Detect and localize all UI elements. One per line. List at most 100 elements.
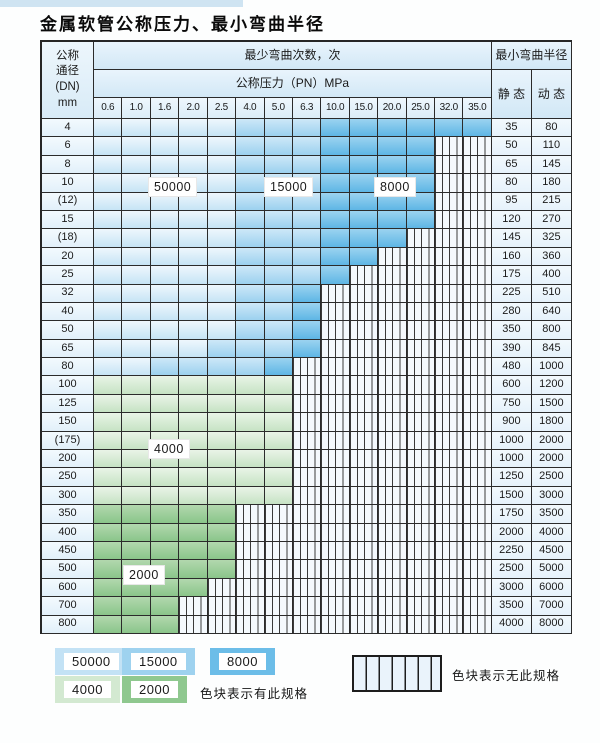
pressure-tick: 10.0 [321, 98, 350, 119]
spec-cell [179, 541, 208, 561]
dn-cell: 50 [42, 321, 94, 340]
spec-cell [122, 376, 151, 395]
dynamic-value: 7000 [531, 597, 572, 616]
spec-cell [378, 266, 407, 285]
spec-cell [406, 376, 436, 395]
spec-cell [292, 192, 322, 211]
spec-cell [236, 450, 265, 469]
spec-cell [207, 210, 237, 230]
spec-cell [406, 339, 436, 359]
spec-cell [179, 247, 208, 267]
spec-cell [349, 505, 379, 524]
spec-cell [207, 266, 237, 285]
dynamic-value: 180 [531, 174, 572, 193]
spec-cell [321, 523, 350, 542]
spec-cell [463, 505, 492, 524]
spec-cell [94, 541, 123, 561]
spec-cell [292, 376, 322, 395]
spec-cell [150, 468, 180, 487]
spec-cell [321, 560, 350, 579]
spec-cell [406, 229, 436, 248]
spec-cell [94, 192, 123, 211]
dn-cell: (12) [42, 192, 94, 211]
dn-cell: 65 [42, 339, 94, 359]
spec-cell [122, 597, 151, 616]
dn-header-line: 公称 [56, 49, 79, 62]
spec-table-grid: 公称 通径 (DN) mm 最少弯曲次数，次 最小弯曲半径 公称压力（PN）MPa 静 态动 … [40, 40, 572, 634]
spec-cell [378, 229, 407, 248]
spec-cell [94, 486, 123, 506]
dynamic-value: 1200 [531, 376, 572, 395]
spec-cell [292, 155, 322, 175]
static-header: 静 态 [491, 70, 532, 119]
spec-cell [264, 523, 293, 542]
static-value: 1250 [491, 468, 532, 487]
static-value: 95 [491, 192, 532, 211]
spec-cell [150, 284, 180, 303]
spec-cell [179, 302, 208, 322]
spec-cell [292, 450, 322, 469]
pressure-tick: 0.6 [94, 98, 123, 119]
spec-cell [406, 413, 436, 432]
spec-cell [463, 266, 492, 285]
spec-cell [179, 284, 208, 303]
spec-cell [292, 505, 322, 524]
spec-cell [207, 247, 237, 267]
spec-cell [207, 174, 237, 193]
spec-cell [207, 119, 237, 138]
spec-cell [321, 578, 350, 598]
spec-cell [150, 229, 180, 248]
dn-cell: 25 [42, 266, 94, 285]
spec-cell [122, 229, 151, 248]
spec-cell [94, 358, 123, 377]
spec-cell [349, 119, 379, 138]
spec-cell [406, 394, 436, 414]
spec-cell [150, 597, 180, 616]
pressure-tick: 5.0 [264, 98, 293, 119]
dn-cell: 100 [42, 376, 94, 395]
spec-cell [463, 229, 492, 248]
spec-cell [463, 578, 492, 598]
legend-box-4000: 4000 [55, 676, 120, 703]
spec-cell [122, 192, 151, 211]
spec-cell [349, 155, 379, 175]
legend-value-50000: 50000 [64, 653, 119, 670]
spec-cell [207, 321, 237, 340]
spec-cell [378, 119, 407, 138]
spec-cell [94, 468, 123, 487]
spec-cell [378, 284, 407, 303]
spec-cell [349, 394, 379, 414]
spec-cell [321, 505, 350, 524]
dynamic-value: 360 [531, 247, 572, 267]
spec-cell [463, 541, 492, 561]
spec-cell [349, 210, 379, 230]
dn-cell: 250 [42, 468, 94, 487]
spec-cell [378, 560, 407, 579]
spec-cell [236, 376, 265, 395]
page-title: 金属软管公称压力、最小弯曲半径 [40, 15, 325, 35]
spec-cell [264, 358, 293, 377]
spec-cell [207, 155, 237, 175]
static-value: 390 [491, 339, 532, 359]
spec-cell [122, 137, 151, 156]
spec-cell [179, 321, 208, 340]
spec-cell [349, 137, 379, 156]
spec-cell [435, 155, 464, 175]
spec-cell [94, 210, 123, 230]
spec-cell [264, 468, 293, 487]
spec-cell [264, 229, 293, 248]
spec-cell [94, 284, 123, 303]
spec-cell [122, 431, 151, 451]
spec-cell [179, 339, 208, 359]
spec-cell [179, 119, 208, 138]
spec-cell [207, 137, 237, 156]
static-value: 65 [491, 155, 532, 175]
dynamic-value: 6000 [531, 578, 572, 598]
spec-cell [406, 358, 436, 377]
spec-cell [349, 450, 379, 469]
spec-cell [321, 468, 350, 487]
dn-header-line: 通径 [56, 65, 79, 78]
spec-cell [94, 413, 123, 432]
spec-cell [264, 284, 293, 303]
spec-cell [378, 321, 407, 340]
